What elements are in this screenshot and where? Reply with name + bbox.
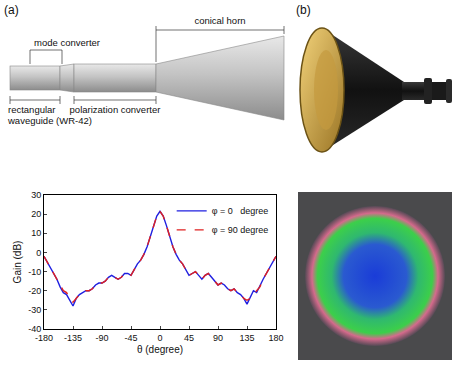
svg-text:30: 30: [31, 190, 41, 200]
svg-text:45: 45: [184, 333, 194, 343]
svg-text:-45: -45: [124, 333, 137, 343]
svg-text:0: 0: [157, 333, 162, 343]
svg-text:-90: -90: [95, 333, 108, 343]
svg-text:θ (degree): θ (degree): [137, 344, 183, 355]
svg-text:polarization converter: polarization converter: [70, 104, 161, 115]
svg-text:135: 135: [239, 333, 254, 343]
svg-text:10: 10: [31, 228, 41, 238]
svg-text:-20: -20: [28, 286, 41, 296]
svg-text:-135: -135: [64, 333, 82, 343]
svg-text:φ = 90 degree: φ = 90 degree: [212, 225, 269, 235]
svg-text:20: 20: [31, 209, 41, 219]
svg-text:-40: -40: [28, 324, 41, 334]
svg-text:0: 0: [36, 248, 41, 258]
svg-text:waveguide (WR-42): waveguide (WR-42): [7, 115, 92, 126]
svg-text:90: 90: [213, 333, 223, 343]
svg-text:rectangular: rectangular: [8, 104, 56, 115]
svg-text:Gain (dB): Gain (dB): [12, 241, 23, 284]
svg-text:conical horn: conical horn: [194, 15, 245, 26]
svg-text:-30: -30: [28, 305, 41, 315]
svg-text:(b): (b): [296, 3, 311, 17]
svg-text:-10: -10: [28, 267, 41, 277]
svg-text:180: 180: [268, 333, 283, 343]
svg-text:-180: -180: [35, 333, 53, 343]
svg-text:φ = 0 degree: φ = 0 degree: [212, 206, 269, 216]
svg-text:mode converter: mode converter: [34, 37, 100, 48]
svg-text:(a): (a): [4, 3, 19, 17]
